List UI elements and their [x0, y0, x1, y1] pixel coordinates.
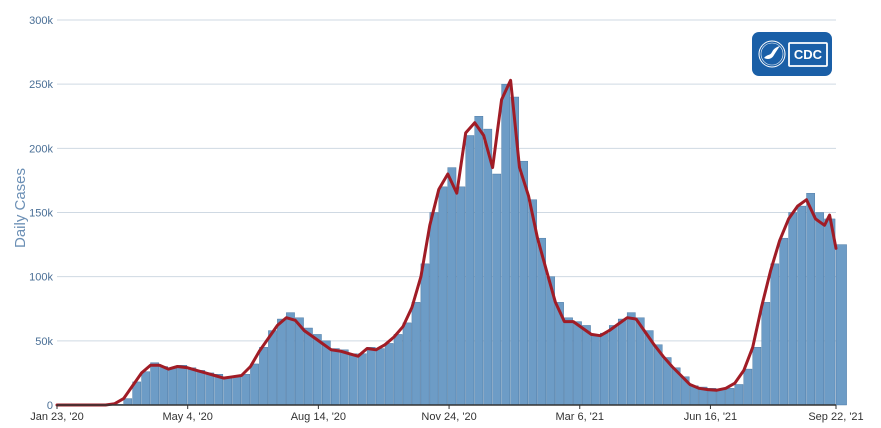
daily-case-bar: [241, 374, 250, 406]
daily-case-bar: [743, 368, 753, 406]
daily-case-bar: [582, 325, 591, 406]
daily-case-bar: [465, 135, 475, 406]
x-tick-label: Jun 16, '21: [684, 411, 737, 423]
daily-case-bar: [295, 317, 304, 406]
daily-case-bar: [205, 372, 215, 406]
daily-case-bar: [357, 353, 367, 406]
daily-case-bar: [268, 330, 277, 406]
daily-case-bar: [322, 340, 331, 406]
y-tick-label: 200k: [29, 143, 53, 155]
daily-case-bar: [420, 263, 430, 406]
y-tick-label: 50k: [35, 336, 53, 348]
x-tick-label: May 4, '20: [162, 411, 212, 423]
daily-case-bar: [232, 376, 241, 406]
x-tick-label: Jan 23, '20: [30, 411, 83, 423]
daily-case-bar: [716, 389, 726, 406]
daily-case-bar: [375, 348, 385, 406]
hhs-eagle-icon: [758, 40, 786, 68]
cdc-logo[interactable]: CDC: [752, 32, 832, 76]
daily-case-bar: [150, 362, 159, 406]
daily-case-bar: [177, 365, 188, 406]
y-tick-label: 150k: [29, 208, 53, 220]
daily-case-bar: [429, 212, 439, 406]
daily-case-bar: [402, 322, 412, 406]
daily-case-bar: [761, 302, 771, 406]
daily-case-bar: [168, 367, 177, 406]
daily-case-bar: [259, 347, 268, 406]
daily-case-bar: [366, 347, 376, 406]
daily-case-bar: [339, 349, 349, 406]
daily-case-bar: [483, 128, 493, 406]
daily-case-bar: [519, 160, 528, 406]
average-line: [55, 78, 838, 407]
daily-case-bar: [286, 312, 295, 406]
daily-case-bar: [501, 83, 511, 406]
daily-case-bar: [600, 332, 609, 406]
x-tick-label: Mar 6, '21: [555, 411, 604, 423]
daily-case-bar: [734, 384, 744, 406]
daily-case-bar: [159, 366, 168, 406]
daily-case-bar: [806, 193, 815, 406]
daily-case-bar: [788, 212, 798, 406]
daily-case-bar: [770, 263, 780, 406]
daily-case-bar: [824, 218, 836, 406]
y-tick-label: 250k: [29, 79, 53, 91]
daily-case-bar: [187, 367, 197, 406]
daily-case-bar: [123, 398, 133, 406]
daily-case-bar: [456, 186, 466, 406]
daily-case-bar: [223, 377, 233, 406]
x-tick-label: Sep 22, '21: [808, 411, 863, 423]
y-axis-title: Daily Cases: [12, 168, 29, 248]
daily-case-bar: [725, 388, 735, 406]
daily-case-bar: [304, 327, 313, 406]
daily-case-bar: [393, 334, 403, 406]
daily-case-bar: [348, 353, 358, 406]
daily-case-bar: [779, 237, 789, 406]
daily-case-bar: [196, 370, 206, 406]
daily-case-bar: [384, 343, 394, 406]
y-axis-tick-labels: 0 50k 100k 150k 200k 250k 300k: [29, 15, 53, 412]
daily-case-bar: [752, 347, 762, 406]
x-axis-tick-labels: Jan 23, '20 May 4, '20 Aug 14, '20 Nov 24, …: [30, 405, 864, 423]
cdc-wordmark: CDC: [794, 47, 823, 62]
daily-case-bar: [313, 334, 322, 406]
daily-case-bar: [141, 371, 151, 406]
x-tick-label: Nov 24, '20: [421, 411, 476, 423]
x-tick-label: Aug 14, '20: [291, 411, 346, 423]
y-tick-label: 0: [47, 400, 53, 412]
daily-case-bar: [277, 318, 286, 406]
y-tick-label: 100k: [29, 272, 53, 284]
daily-case-bar: [591, 334, 600, 406]
daily-case-bar: [797, 205, 807, 406]
daily-case-bar: [438, 186, 448, 406]
daily-case-bar: [815, 212, 824, 406]
daily-case-bar: [250, 363, 259, 406]
daily-case-bar: [447, 167, 457, 406]
daily-case-bar: [330, 348, 340, 406]
daily-case-bar: [564, 317, 573, 406]
daily-case-bar: [617, 318, 627, 406]
daily-case-bar: [835, 244, 847, 406]
daily-case-bar: [492, 173, 502, 406]
daily-case-bar: [626, 312, 636, 406]
cdc-wordmark-box: [788, 42, 828, 67]
daily-case-bar: [474, 116, 484, 406]
daily-case-bar: [411, 302, 421, 406]
bars-series: [105, 83, 847, 406]
y-tick-label: 300k: [29, 15, 53, 27]
daily-case-bar: [573, 321, 582, 406]
daily-case-bar: [609, 325, 618, 406]
